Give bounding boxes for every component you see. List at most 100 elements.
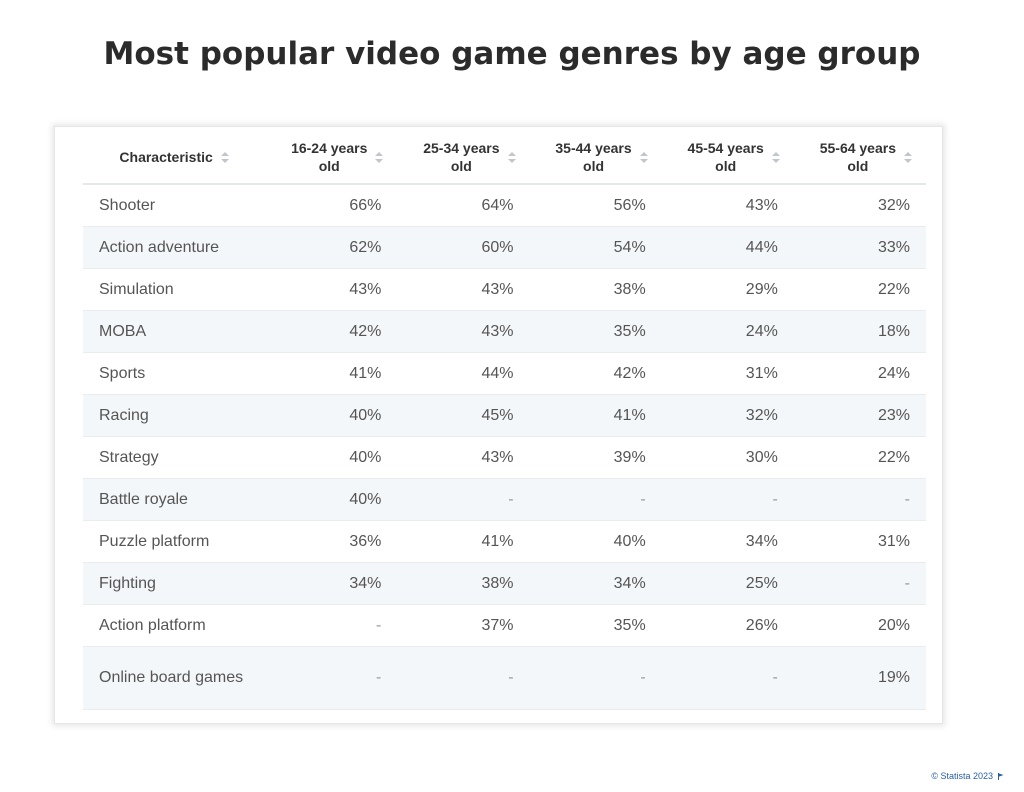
- column-header-label: 25-34 years old: [423, 140, 500, 174]
- row-label: Fighting: [83, 562, 266, 605]
- table-cell: 43%: [397, 268, 530, 311]
- table-row: Simulation 43% 43% 38% 29% 22%: [83, 268, 926, 311]
- row-label: Action adventure: [83, 226, 266, 269]
- table-cell: 40%: [265, 394, 398, 437]
- table-row: Sports 41% 44% 42% 31% 24%: [83, 352, 926, 395]
- table-cell: 22%: [793, 268, 926, 311]
- table-cell: 34%: [529, 562, 662, 605]
- table-cell: 60%: [397, 226, 530, 269]
- table-cell: 40%: [529, 520, 662, 563]
- row-label: Simulation: [83, 268, 266, 311]
- table-row: Action platform -37% 35% 26% 20%: [83, 604, 926, 647]
- table-cell: 26%: [661, 604, 794, 647]
- table-cell: 66%: [265, 184, 398, 227]
- column-header-16-24[interactable]: 16-24 years old: [265, 131, 398, 185]
- table-cell: 45%: [397, 394, 530, 437]
- table-cell: 41%: [397, 520, 530, 563]
- table-cell: -: [661, 646, 794, 710]
- credit-line[interactable]: © Statista 2023: [931, 771, 1004, 781]
- table-cell: 35%: [529, 310, 662, 353]
- table-cell: 43%: [397, 310, 530, 353]
- table-row: Strategy 40% 43% 39% 30% 22%: [83, 436, 926, 479]
- table-cell: -: [529, 646, 662, 710]
- table-cell: -: [793, 562, 926, 605]
- table-cell: 40%: [265, 436, 398, 479]
- table-cell: 18%: [793, 310, 926, 353]
- table-cell: 54%: [529, 226, 662, 269]
- row-label: Online board games: [83, 646, 266, 710]
- credit-text: © Statista 2023: [931, 771, 993, 781]
- table-card: Characteristic 16-24 years old 25-34 year…: [54, 126, 943, 724]
- flag-icon: [998, 772, 1004, 780]
- table-cell: 35%: [529, 604, 662, 647]
- table-cell: 24%: [793, 352, 926, 395]
- sort-icon[interactable]: [220, 151, 229, 163]
- sort-icon[interactable]: [904, 151, 912, 163]
- chart-title: Most popular video game genres by age gr…: [103, 36, 921, 72]
- table-row: Battle royale 40% - - - -: [83, 478, 926, 521]
- table-cell: 29%: [661, 268, 794, 311]
- table-cell: -: [793, 478, 926, 521]
- table-cell: 36%: [265, 520, 398, 563]
- column-header-label: 55-64 years old: [819, 140, 896, 174]
- column-header-55-64[interactable]: 55-64 years old: [793, 131, 926, 185]
- column-header-45-54[interactable]: 45-54 years old: [661, 131, 794, 185]
- table-cell: 25%: [661, 562, 794, 605]
- table-cell: -: [661, 478, 794, 521]
- table-cell: 34%: [661, 520, 794, 563]
- data-table: Characteristic 16-24 years old 25-34 year…: [83, 131, 926, 710]
- column-header-25-34[interactable]: 25-34 years old: [397, 131, 530, 185]
- row-label: Strategy: [83, 436, 266, 479]
- sort-icon[interactable]: [375, 151, 384, 163]
- column-header-characteristic[interactable]: Characteristic: [83, 131, 266, 185]
- table-cell: 39%: [529, 436, 662, 479]
- table-cell: 43%: [265, 268, 398, 311]
- table-cell: 41%: [529, 394, 662, 437]
- table-cell: -: [397, 646, 530, 710]
- row-label: Action platform: [83, 604, 266, 647]
- table-cell: -: [265, 604, 398, 647]
- table-cell: 19%: [793, 646, 926, 710]
- column-header-35-44[interactable]: 35-44 years old: [529, 131, 662, 185]
- table-cell: 33%: [793, 226, 926, 269]
- table-cell: 37%: [397, 604, 530, 647]
- row-label: Racing: [83, 394, 266, 437]
- table-cell: 64%: [397, 184, 530, 227]
- row-label: Sports: [83, 352, 266, 395]
- table-row: Shooter 66% 64% 56% 43% 32%: [83, 184, 926, 227]
- row-label: Battle royale: [83, 478, 266, 521]
- table-header-row: Characteristic 16-24 years old 25-34 year…: [83, 131, 926, 185]
- table-body: Shooter 66% 64% 56% 43% 32% Action adventure 62…: [83, 184, 926, 710]
- column-header-label: 45-54 years old: [687, 140, 764, 174]
- column-header-label: 16-24 years old: [291, 140, 368, 174]
- column-header-label: 35-44 years old: [555, 140, 632, 174]
- table-cell: -: [265, 646, 398, 710]
- table-row: Action adventure 62% 60% 54% 44% 33%: [83, 226, 926, 269]
- table-cell: 41%: [265, 352, 398, 395]
- table-cell: 23%: [793, 394, 926, 437]
- table-row: Online board games - - - -19%: [83, 646, 926, 710]
- table-cell: 44%: [661, 226, 794, 269]
- table-row: Fighting 34% 38% 34% 25% -: [83, 562, 926, 605]
- column-header-label: Characteristic: [119, 149, 213, 165]
- table-cell: 22%: [793, 436, 926, 479]
- table-cell: 43%: [661, 184, 794, 227]
- table-cell: 24%: [661, 310, 794, 353]
- table-cell: 42%: [529, 352, 662, 395]
- table-cell: 31%: [661, 352, 794, 395]
- table-cell: 43%: [397, 436, 530, 479]
- table-cell: 38%: [397, 562, 530, 605]
- table-cell: 40%: [265, 478, 398, 521]
- table-cell: 20%: [793, 604, 926, 647]
- table-cell: -: [397, 478, 530, 521]
- table-cell: 32%: [793, 184, 926, 227]
- table-cell: 56%: [529, 184, 662, 227]
- sort-icon[interactable]: [771, 151, 780, 163]
- row-label: MOBA: [83, 310, 266, 353]
- sort-icon[interactable]: [507, 151, 516, 163]
- sort-icon[interactable]: [639, 151, 648, 163]
- table-cell: 34%: [265, 562, 398, 605]
- table-cell: 38%: [529, 268, 662, 311]
- table-cell: 42%: [265, 310, 398, 353]
- table-cell: 30%: [661, 436, 794, 479]
